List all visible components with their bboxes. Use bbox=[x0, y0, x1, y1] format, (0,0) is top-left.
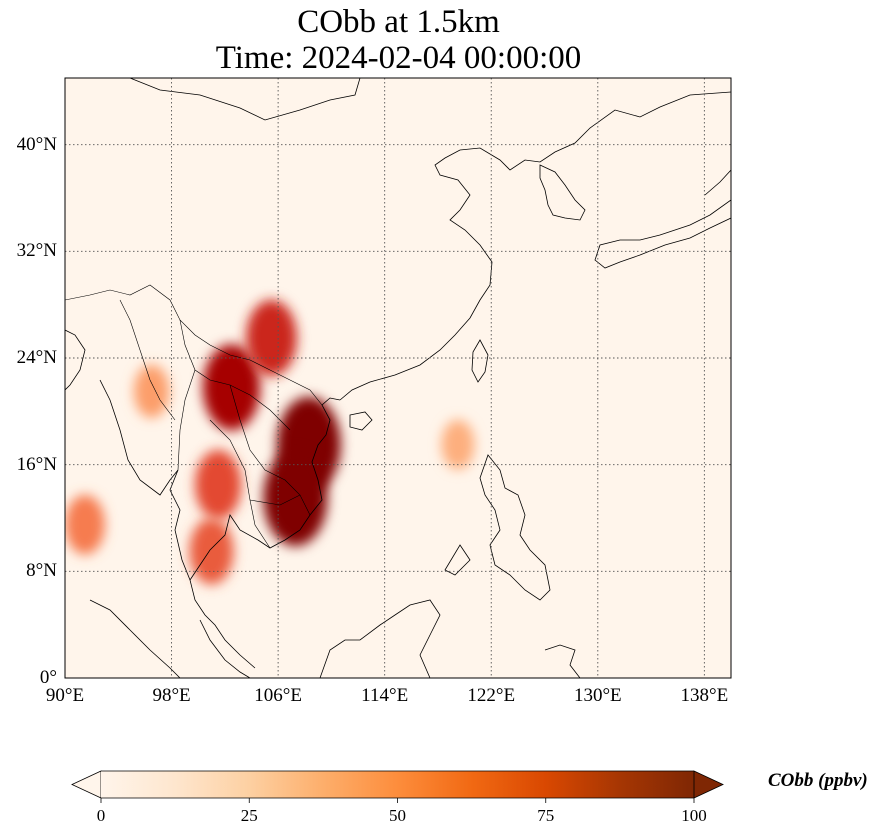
lat-tick-label: 8°N bbox=[26, 560, 57, 582]
lon-tick-label: 130°E bbox=[573, 685, 622, 706]
map-title-line2: Time: 2024-02-04 00:00:00 bbox=[215, 40, 582, 76]
lon-tick-label: 90°E bbox=[45, 685, 85, 706]
co-hotspot-myanmar-north bbox=[133, 364, 170, 418]
colorbar-max-extension bbox=[693, 770, 724, 799]
co-hotspot-cambodia bbox=[263, 450, 328, 546]
lon-tick-label: 98°E bbox=[152, 685, 191, 706]
coastlines bbox=[65, 78, 731, 678]
lon-tick-label: 122°E bbox=[467, 685, 516, 706]
co-hotspot-thailand-south bbox=[189, 518, 234, 585]
lon-tick-label: 138°E bbox=[680, 685, 729, 706]
co-hotspot-taiwan-east bbox=[441, 419, 475, 470]
lat-tick-label: 16°N bbox=[16, 453, 57, 475]
lat-tick-label: 0° bbox=[39, 667, 57, 688]
co-hotspot-guangxi bbox=[246, 299, 297, 377]
graticule bbox=[65, 78, 731, 678]
colorbar-tick-label: 100 bbox=[681, 806, 707, 825]
lat-tick-label: 32°N bbox=[16, 240, 57, 262]
colorbar-tick-label: 0 bbox=[96, 806, 106, 825]
colorbar-min-extension bbox=[71, 770, 102, 799]
colorbar-tick-label: 75 bbox=[537, 806, 555, 825]
map-background bbox=[65, 78, 731, 678]
colorbar-label: CObb (ppbv) bbox=[768, 770, 868, 791]
colorbar-body bbox=[101, 771, 694, 798]
map-frame bbox=[64, 77, 732, 679]
country-borders bbox=[65, 284, 323, 549]
lat-tick-label: 24°N bbox=[16, 347, 57, 368]
co-hotspot-andaman-sea bbox=[65, 494, 105, 555]
co-plume-layer bbox=[65, 299, 475, 585]
colorbar-tick-label: 25 bbox=[240, 806, 258, 825]
lat-tick-label: 40°N bbox=[16, 133, 57, 155]
lon-tick-label: 114°E bbox=[361, 685, 409, 706]
co-hotspot-thailand-central bbox=[194, 449, 242, 520]
co-hotspot-northern-laos bbox=[202, 344, 261, 431]
lon-tick-label: 106°E bbox=[254, 685, 302, 706]
colorbar-tick-label: 50 bbox=[389, 806, 406, 825]
map-title-line1: CObb at 1.5km bbox=[297, 4, 500, 40]
